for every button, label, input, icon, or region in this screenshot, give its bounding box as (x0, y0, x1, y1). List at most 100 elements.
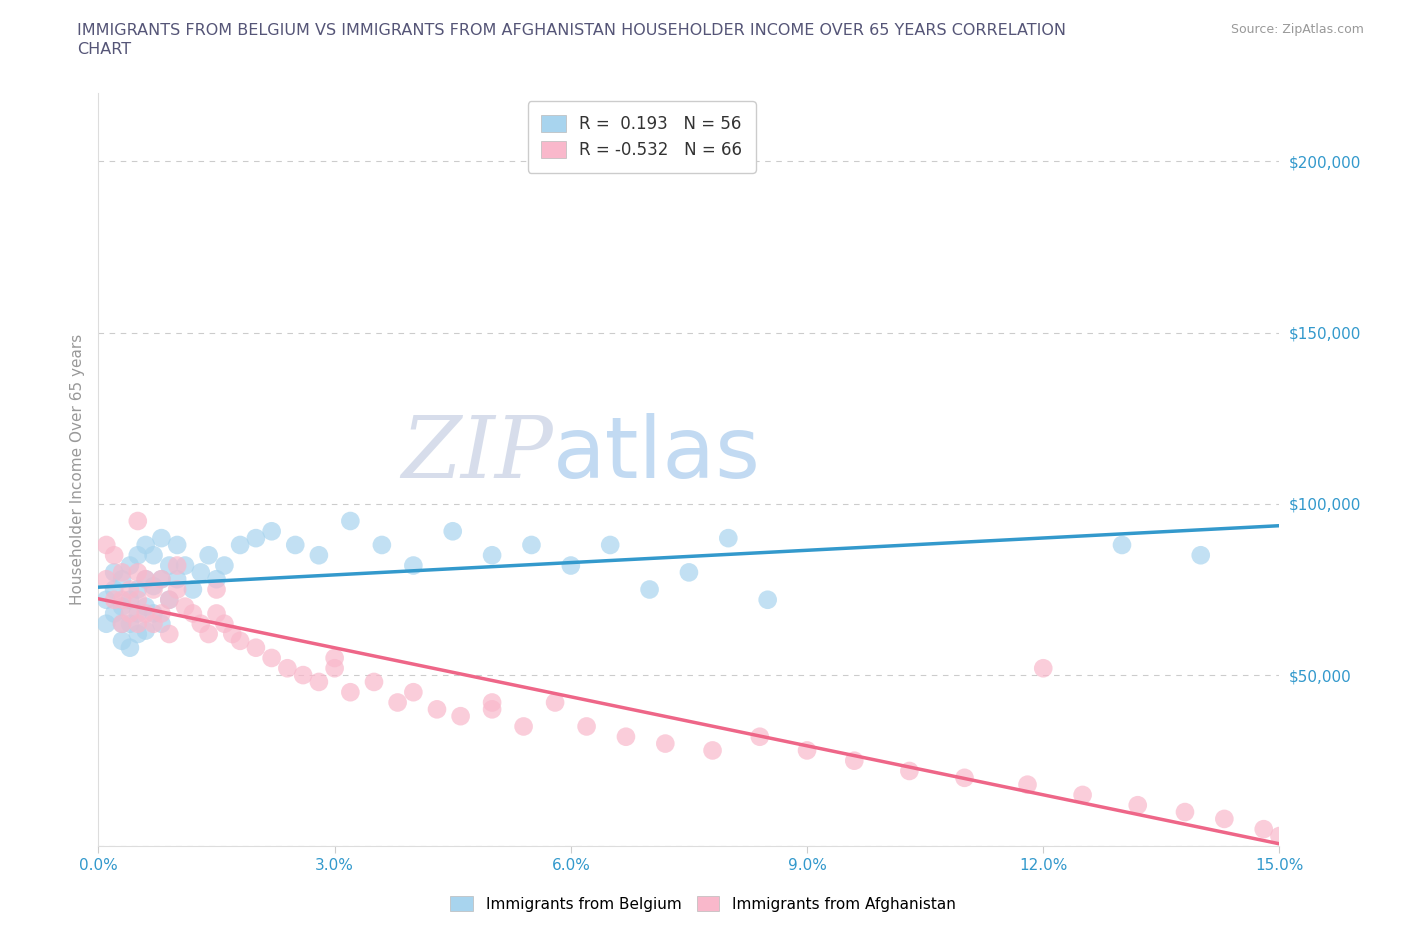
Point (229, 538, 252, 552)
Point (387, 695, 409, 710)
Point (1189, 548, 1212, 563)
Point (127, 617, 149, 631)
Point (127, 592, 149, 607)
Point (166, 582, 188, 597)
Point (103, 548, 125, 563)
Point (1071, 788, 1094, 803)
Point (402, 558, 425, 573)
Point (135, 606, 157, 621)
Point (118, 606, 141, 621)
Point (96, 572, 118, 587)
Point (181, 582, 204, 597)
Point (1032, 661, 1054, 676)
Point (150, 531, 173, 546)
Point (339, 684, 361, 699)
Point (441, 524, 464, 538)
Point (111, 599, 134, 614)
Point (371, 538, 394, 552)
Point (1174, 804, 1197, 819)
Text: atlas: atlas (553, 413, 761, 496)
Point (96, 617, 118, 631)
Point (512, 719, 534, 734)
Point (135, 538, 157, 552)
Point (205, 606, 228, 621)
Point (481, 548, 503, 563)
Point (308, 548, 330, 563)
Point (150, 617, 173, 631)
Point (150, 572, 173, 587)
Point (111, 592, 134, 607)
Point (323, 661, 346, 676)
Point (796, 743, 818, 758)
Point (142, 548, 165, 563)
Text: ZIP: ZIP (401, 413, 553, 496)
Point (205, 572, 228, 587)
Legend: Immigrants from Belgium, Immigrants from Afghanistan: Immigrants from Belgium, Immigrants from… (444, 889, 962, 918)
Point (229, 633, 252, 648)
Point (197, 627, 219, 642)
Point (111, 633, 134, 648)
Point (96, 538, 118, 552)
Point (142, 606, 165, 621)
Point (111, 617, 134, 631)
Point (1017, 777, 1039, 792)
Point (844, 753, 866, 768)
Point (654, 737, 676, 751)
Point (157, 592, 180, 607)
Point (111, 617, 134, 631)
Point (614, 729, 637, 744)
Point (221, 627, 243, 642)
Text: Source: ZipAtlas.com: Source: ZipAtlas.com (1230, 23, 1364, 36)
Point (127, 582, 149, 597)
Point (756, 592, 779, 607)
Point (544, 695, 567, 710)
Point (308, 674, 330, 689)
Point (214, 558, 236, 573)
Point (135, 599, 157, 614)
Point (426, 702, 449, 717)
Point (142, 582, 165, 597)
Point (197, 548, 219, 563)
Point (276, 661, 298, 676)
Point (481, 695, 503, 710)
Point (96, 592, 118, 607)
Point (150, 572, 173, 587)
Point (142, 578, 165, 593)
Point (157, 592, 180, 607)
Point (481, 702, 503, 717)
Point (135, 572, 157, 587)
Point (135, 623, 157, 638)
Point (190, 617, 212, 631)
Point (103, 592, 125, 607)
Point (953, 770, 976, 785)
Point (1268, 829, 1291, 844)
Point (118, 617, 141, 631)
Point (214, 617, 236, 631)
Point (638, 582, 661, 597)
Point (575, 719, 598, 734)
Point (127, 548, 149, 563)
Point (118, 582, 141, 597)
Point (111, 565, 134, 579)
Point (135, 572, 157, 587)
Point (142, 617, 165, 631)
Point (118, 558, 141, 573)
Point (157, 558, 180, 573)
Point (127, 513, 149, 528)
Text: IMMIGRANTS FROM BELGIUM VS IMMIGRANTS FROM AFGHANISTAN HOUSEHOLDER INCOME OVER 6: IMMIGRANTS FROM BELGIUM VS IMMIGRANTS FR… (77, 23, 1066, 38)
Point (678, 565, 700, 579)
Point (402, 684, 425, 699)
Point (118, 592, 141, 607)
Point (1253, 822, 1275, 837)
Point (1213, 812, 1236, 827)
Point (520, 538, 543, 552)
Point (190, 565, 212, 579)
Point (166, 538, 188, 552)
Point (245, 640, 267, 655)
Point (599, 538, 621, 552)
Point (103, 606, 125, 621)
Point (205, 582, 228, 597)
Y-axis label: Householder Income Over 65 years: Householder Income Over 65 years (69, 334, 84, 605)
Point (339, 513, 361, 528)
Point (748, 729, 770, 744)
